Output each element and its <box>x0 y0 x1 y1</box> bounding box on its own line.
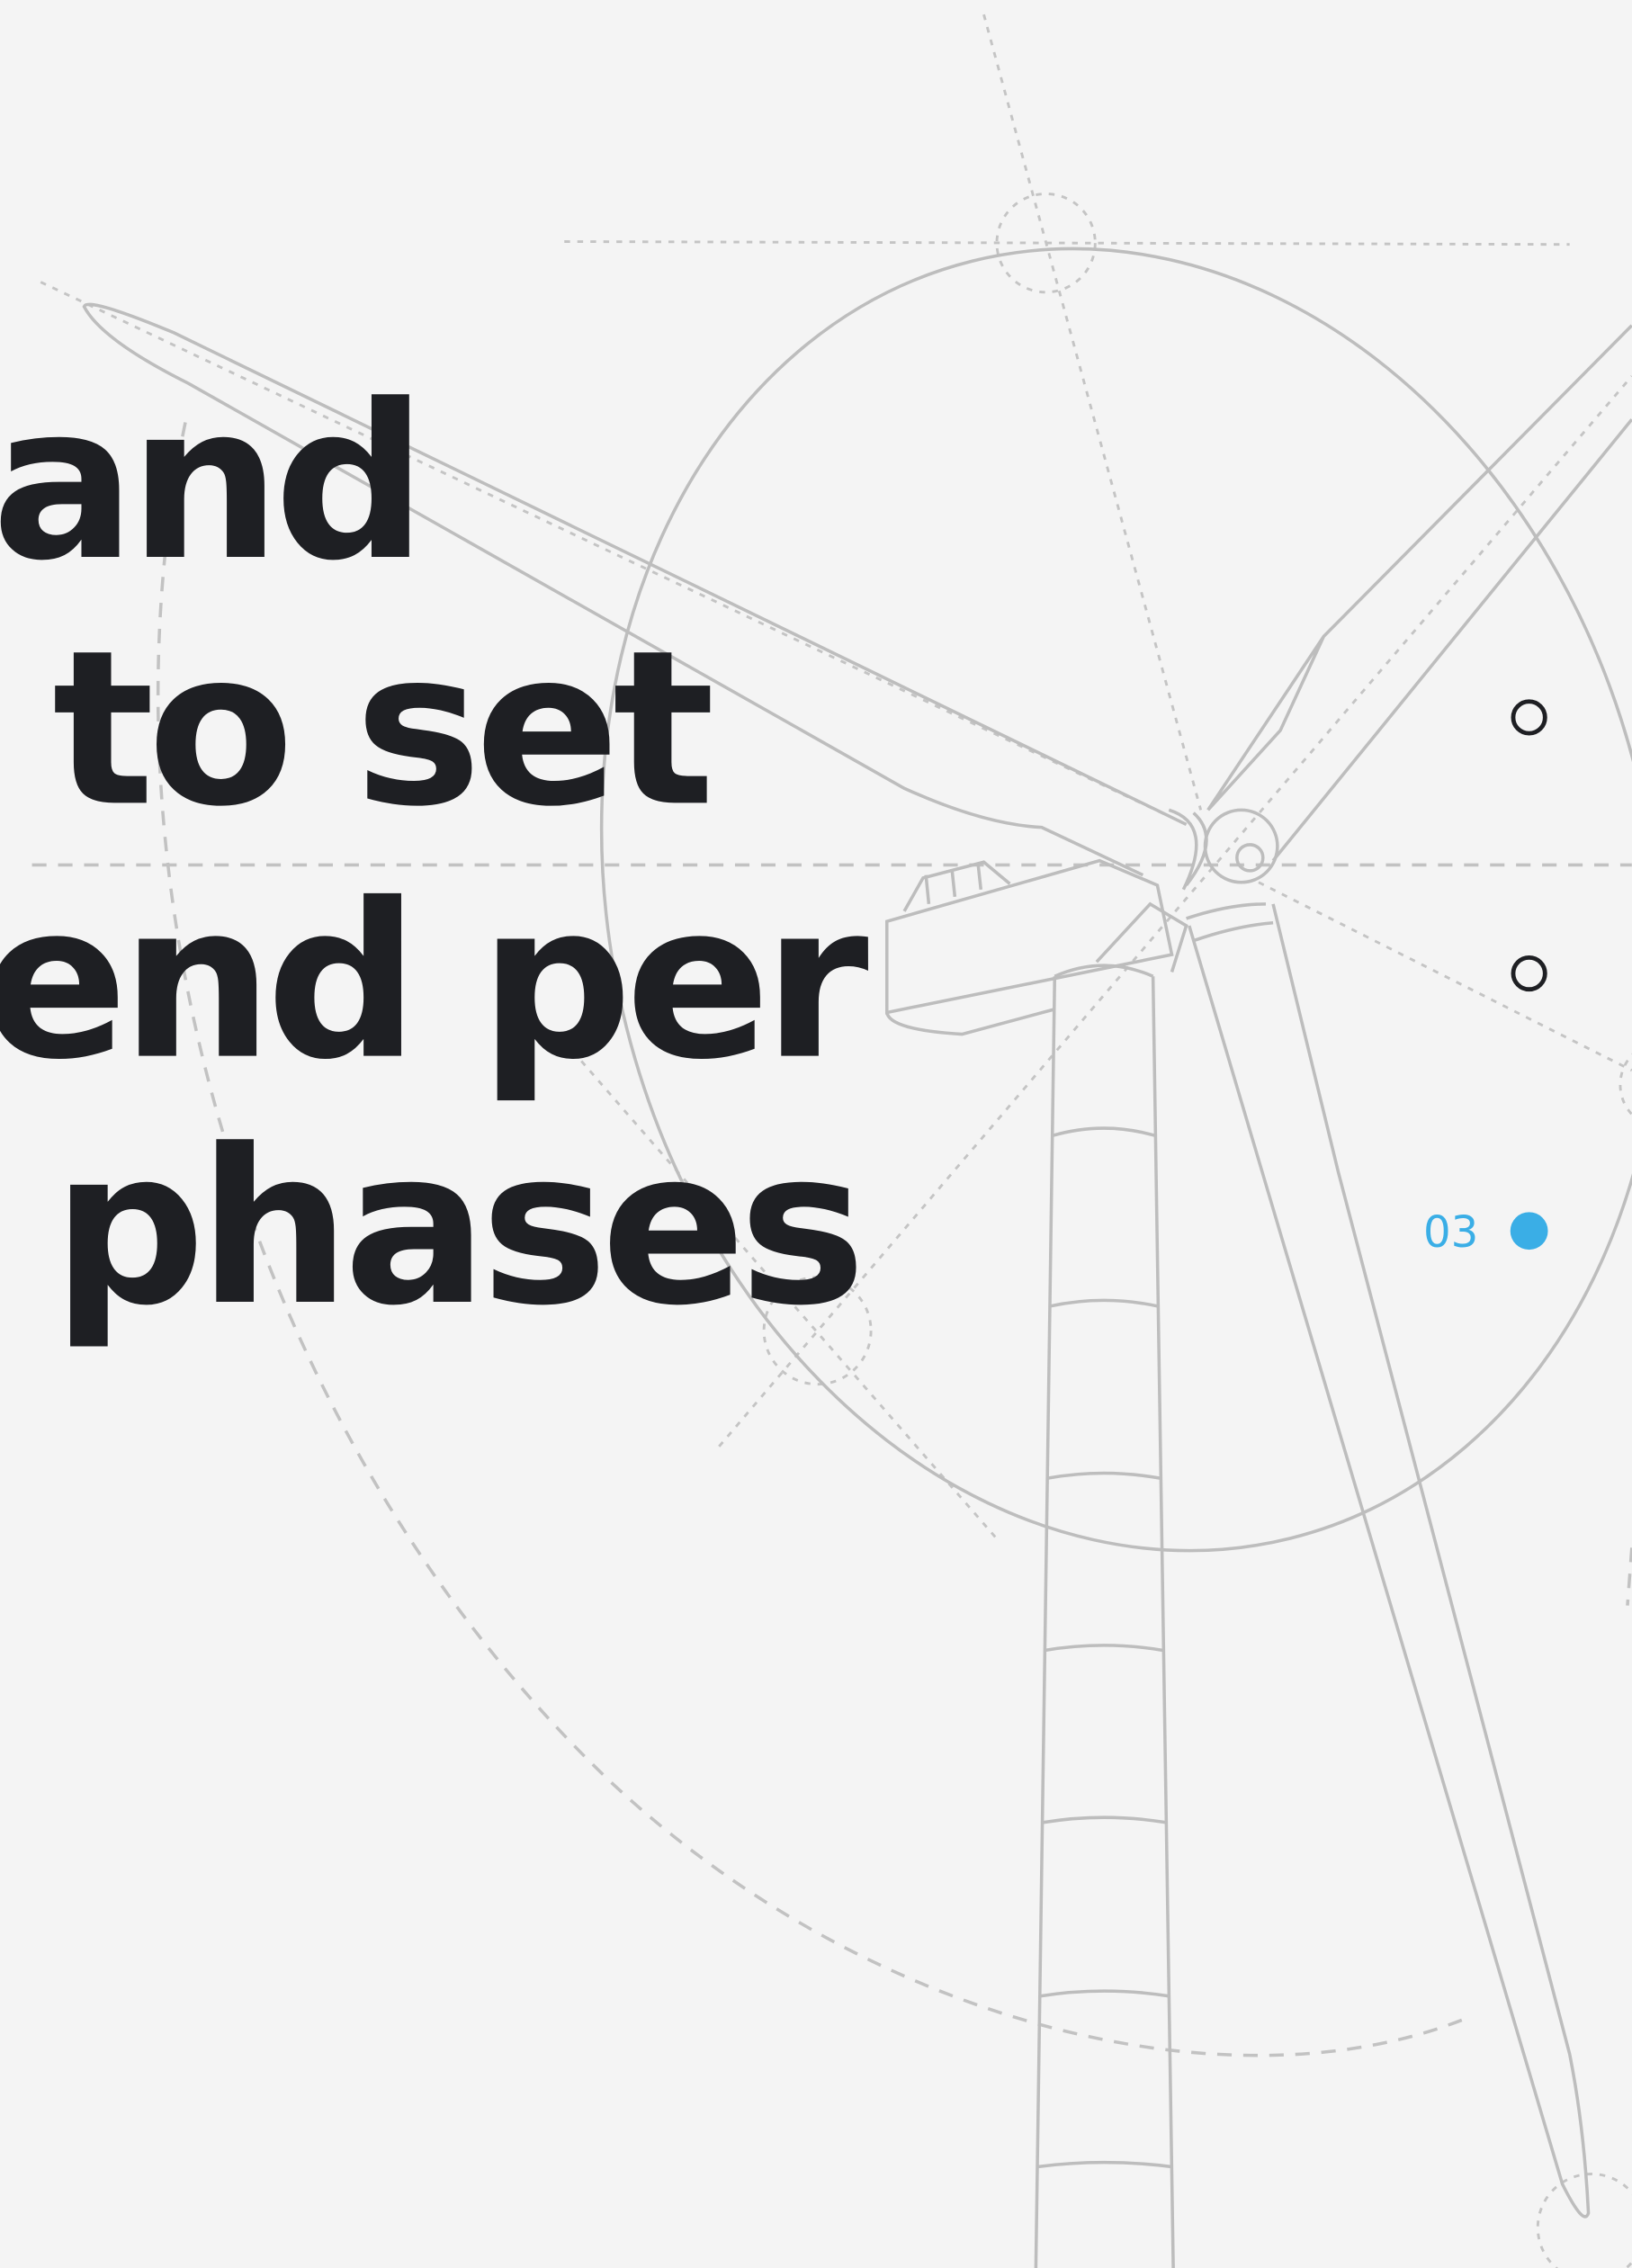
headline-line: phases <box>52 1104 859 1353</box>
page-dot[interactable] <box>1511 699 1547 736</box>
headline: and to set end per phases <box>0 359 875 1353</box>
headline-line: end per <box>0 858 868 1107</box>
pagination: 03 <box>1423 699 1548 1258</box>
headline-line: to set <box>52 605 711 854</box>
turbine-drawing <box>31 13 1632 2268</box>
page-dot-active[interactable] <box>1510 1212 1548 1251</box>
page-dot[interactable] <box>1511 955 1547 992</box>
headline-line: and <box>0 359 420 608</box>
page-label: 03 <box>1423 1207 1478 1258</box>
